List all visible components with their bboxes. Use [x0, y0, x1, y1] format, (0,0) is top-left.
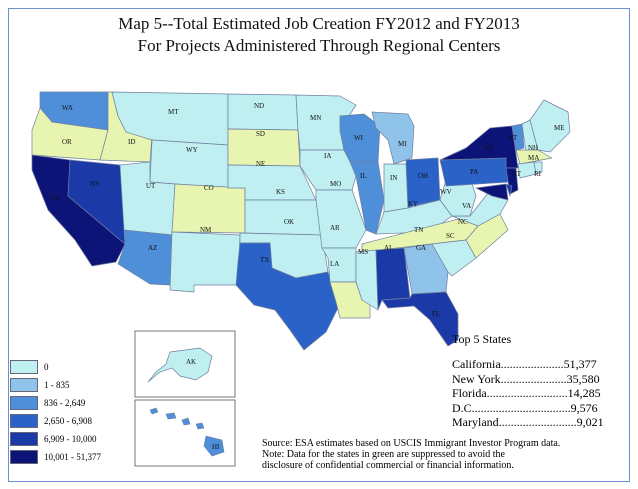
legend-swatch: [10, 396, 38, 410]
label-NE: NE: [256, 160, 265, 168]
state-ND: [227, 93, 299, 131]
state-OH: [405, 157, 441, 209]
label-VA: VA: [462, 202, 471, 210]
label-NH: NH: [528, 144, 538, 152]
map-title-line2: For Projects Administered Through Region…: [137, 36, 501, 55]
label-ND: ND: [254, 102, 264, 110]
top-five-row: California.....................51,377: [452, 357, 597, 371]
legend-swatch: [10, 378, 38, 392]
label-NY: NY: [484, 144, 494, 152]
label-NV: NV: [90, 180, 100, 188]
state-MA: [515, 149, 553, 165]
label-FL: FL: [432, 310, 440, 318]
label-WI: WI: [354, 134, 364, 142]
note-line: disclosure of confidential commercial or…: [262, 460, 514, 471]
label-IN: IN: [390, 174, 397, 182]
legend-label: 0: [44, 362, 49, 372]
state-SC: [431, 239, 477, 277]
label-IL: IL: [360, 172, 367, 180]
label-AR: AR: [330, 224, 340, 232]
legend-swatch: [10, 414, 38, 428]
label-HI: HI: [212, 443, 220, 451]
label-AK: AK: [186, 358, 196, 366]
state-AZ: [117, 229, 173, 286]
label-OH: OH: [418, 172, 428, 180]
legend-label: 1 - 835: [44, 380, 70, 390]
label-MS: MS: [358, 248, 368, 256]
label-WA: WA: [62, 104, 73, 112]
state-NY: [439, 125, 519, 169]
state-GA: [403, 243, 449, 295]
legend-swatch: [10, 360, 38, 374]
label-MN: MN: [310, 114, 321, 122]
label-MA: MA: [528, 154, 539, 162]
top-five-row: Maryland..........................9,021: [452, 415, 604, 429]
label-IA: IA: [324, 152, 331, 160]
state-MI: [371, 111, 415, 165]
state-HI: [149, 407, 225, 457]
legend-swatch: [10, 432, 38, 446]
label-WY: WY: [186, 146, 198, 154]
legend-label: 2,650 - 6,908: [44, 416, 92, 426]
state-DE: [505, 183, 513, 197]
label-NC: NC: [458, 218, 468, 226]
label-KY: KY: [408, 200, 418, 208]
state-RI: [533, 161, 543, 175]
legend-label: 6,909 - 10,000: [44, 434, 97, 444]
state-IN: [383, 163, 409, 213]
label-LA: LA: [330, 260, 339, 268]
label-GA: GA: [416, 244, 426, 252]
label-TN: TN: [414, 226, 423, 234]
label-UT: UT: [146, 182, 156, 190]
label-OK: OK: [284, 218, 294, 226]
note-line: Note: Data for the states in green are s…: [262, 449, 505, 460]
state-TX: [235, 242, 341, 351]
state-MD: [475, 183, 509, 201]
state-MS: [355, 249, 379, 311]
label-MI: MI: [398, 140, 407, 148]
label-CA: CA: [50, 194, 60, 202]
top-five-row: D.C.................................9,57…: [452, 400, 598, 415]
label-RI: RI: [534, 170, 542, 178]
source-note: Source: ESA estimates based on USCIS Imm…: [262, 438, 622, 471]
label-MT: MT: [168, 108, 179, 116]
label-WV: WV: [440, 188, 452, 196]
label-TX: TX: [260, 256, 269, 264]
label-NM: NM: [200, 226, 212, 234]
top-five-row: New York......................35,580: [452, 371, 600, 386]
top-five-row: Florida...........................14,285: [452, 386, 601, 400]
top-five-heading: Top 5 States: [452, 332, 512, 346]
label-CO: CO: [204, 184, 214, 192]
label-OR: OR: [62, 138, 72, 146]
label-ME: ME: [554, 124, 565, 132]
label-CT: CT: [512, 170, 522, 178]
label-KS: KS: [276, 188, 285, 196]
label-SC: SC: [446, 232, 455, 240]
top-five-states: Top 5 States California.................…: [452, 332, 622, 430]
state-FL: [381, 291, 459, 347]
state-NC: [465, 213, 509, 259]
label-MO: MO: [330, 180, 341, 188]
source-line: Source: ESA estimates based on USCIS Imm…: [262, 438, 561, 449]
label-ID: ID: [128, 138, 135, 146]
state-MO: [315, 189, 367, 249]
label-PA: PA: [470, 168, 478, 176]
legend-label: 836 - 2,649: [44, 398, 86, 408]
state-NM: [169, 231, 241, 293]
label-VT: VT: [508, 134, 518, 142]
legend-swatch: [10, 450, 38, 464]
state-AK: [147, 347, 213, 383]
state-VT: [511, 123, 525, 151]
label-SD: SD: [256, 130, 265, 138]
map-title-line1: Map 5--Total Estimated Job Creation FY20…: [118, 14, 520, 33]
label-AZ: AZ: [148, 244, 157, 252]
label-AL: AL: [384, 244, 393, 252]
legend-label: 10,001 - 51,377: [44, 452, 101, 462]
